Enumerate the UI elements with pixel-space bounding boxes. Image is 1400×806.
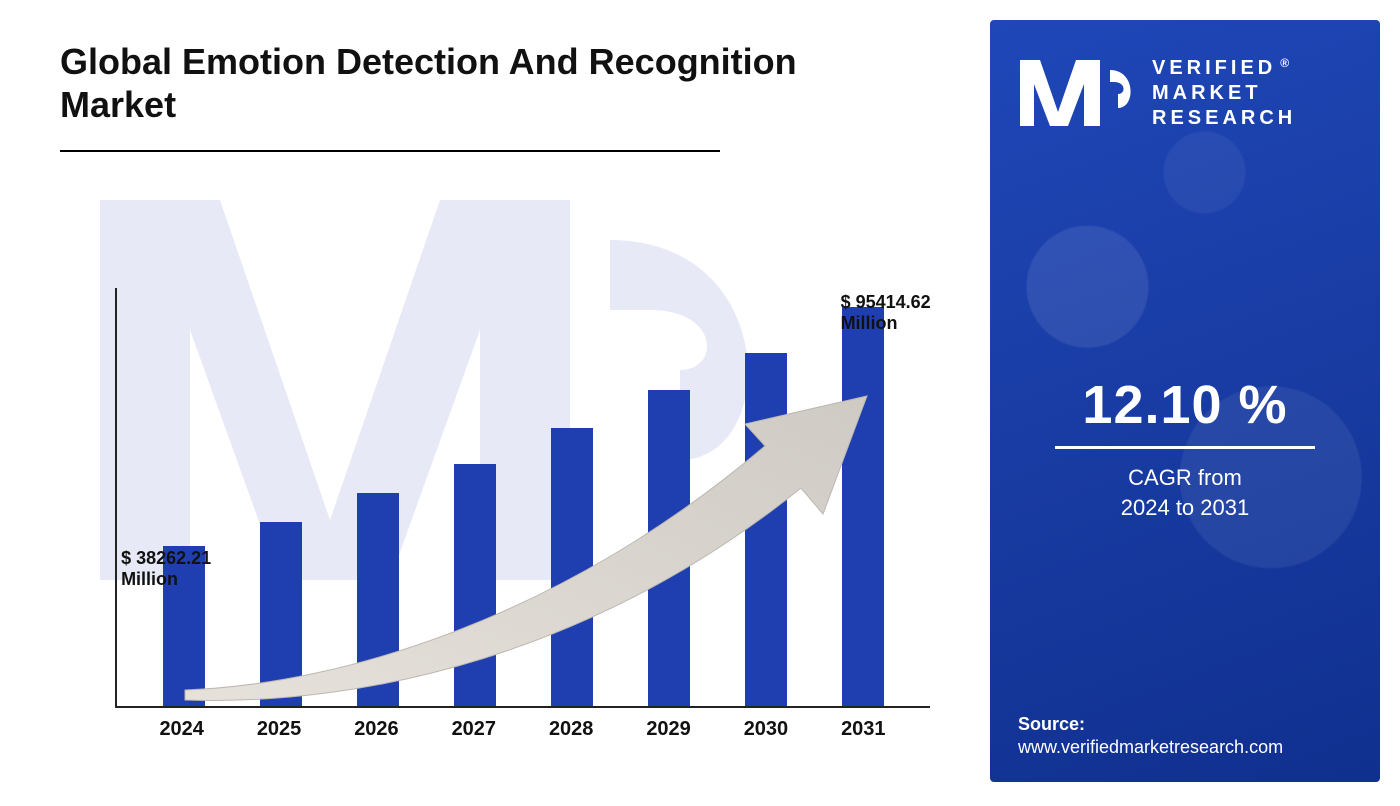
brand-line1: VERIFIED	[1152, 57, 1276, 79]
brand-line3: RESEARCH	[1152, 106, 1296, 131]
brand-logo-icon	[1018, 56, 1138, 134]
x-label: 2030	[717, 708, 814, 741]
cagr-subtitle: CAGR from 2024 to 2031	[1018, 463, 1352, 522]
x-label: 2031	[815, 708, 912, 741]
brand-line2: MARKET	[1152, 81, 1296, 106]
x-label: 2029	[620, 708, 717, 741]
brand-text: VERIFIED ® MARKET RESEARCH	[1152, 56, 1296, 131]
bar	[454, 464, 496, 706]
cagr-sub-line1: CAGR from	[1018, 463, 1352, 493]
x-label: 2028	[523, 708, 620, 741]
metric-block: 12.10 % CAGR from 2024 to 2031	[1018, 374, 1352, 522]
title-rule	[60, 150, 720, 152]
source-url: www.verifiedmarketresearch.com	[1018, 737, 1352, 758]
cagr-value: 12.10 %	[1018, 374, 1352, 436]
bar-value-label: $ 38262.21Million	[121, 548, 241, 589]
infographic-root: Global Emotion Detection And Recognition…	[0, 0, 1400, 806]
bar-wrap	[621, 288, 718, 706]
x-label: 2027	[425, 708, 522, 741]
x-label: 2024	[133, 708, 230, 741]
chart-panel: Global Emotion Detection And Recognition…	[20, 20, 980, 782]
x-axis-labels: 20242025202620272028202920302031	[115, 708, 930, 752]
chart-title: Global Emotion Detection And Recognition…	[60, 40, 840, 126]
bar-value-label: $ 95414.62Million	[841, 292, 961, 333]
x-label: 2025	[230, 708, 327, 741]
bar-wrap	[232, 288, 329, 706]
source-label: Source:	[1018, 714, 1352, 735]
bar	[745, 353, 787, 706]
bar-wrap	[426, 288, 523, 706]
x-label: 2026	[328, 708, 425, 741]
bar	[260, 522, 302, 706]
bar	[648, 390, 690, 706]
bar-wrap	[718, 288, 815, 706]
source-block: Source: www.verifiedmarketresearch.com	[1018, 714, 1352, 758]
summary-panel: VERIFIED ® MARKET RESEARCH 12.10 % CAGR f…	[990, 20, 1380, 782]
brand-registered: ®	[1280, 56, 1293, 70]
bar-chart: $ 38262.21Million$ 95414.62Million 20242…	[115, 212, 930, 752]
brand-block: VERIFIED ® MARKET RESEARCH	[1018, 56, 1352, 134]
bar-wrap	[329, 288, 426, 706]
bar-wrap	[135, 288, 232, 706]
bar-wrap	[815, 288, 912, 706]
title-block: Global Emotion Detection And Recognition…	[60, 40, 950, 152]
metric-rule	[1055, 446, 1315, 449]
bar	[357, 493, 399, 706]
cagr-sub-line2: 2024 to 2031	[1018, 493, 1352, 523]
bar	[551, 428, 593, 706]
bars-container: $ 38262.21Million$ 95414.62Million	[115, 288, 930, 708]
bar	[842, 307, 884, 706]
bar-wrap	[524, 288, 621, 706]
